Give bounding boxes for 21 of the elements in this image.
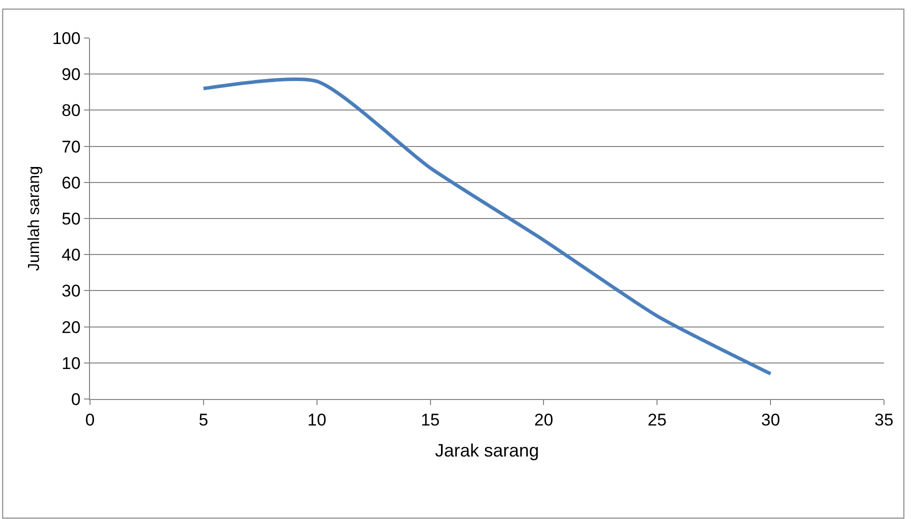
x-axis-title: Jarak sarang (434, 440, 540, 460)
y-tick-label: 20 (62, 318, 81, 337)
y-tick-label: 40 (62, 246, 81, 265)
y-tick-label: 60 (62, 173, 81, 192)
x-tick-label: 0 (85, 410, 95, 430)
x-tick-label: 35 (874, 410, 894, 430)
y-tick-label: 50 (62, 209, 81, 228)
x-tick-label: 20 (534, 410, 554, 430)
y-tick-label: 100 (52, 28, 81, 48)
x-tick-label: 5 (198, 410, 208, 430)
x-tick-label: 10 (307, 410, 326, 430)
y-tick-label: 80 (62, 101, 81, 120)
x-tick-label: 30 (761, 410, 780, 430)
y-tick-label: 10 (62, 354, 81, 373)
y-tick-label: 0 (71, 390, 81, 409)
y-tick-label: 90 (62, 65, 81, 84)
x-tick-label: 25 (648, 410, 667, 430)
y-tick-label: 30 (62, 282, 81, 301)
x-tick-label: 15 (420, 410, 440, 430)
y-tick-label: 70 (62, 137, 81, 156)
y-axis-title: Jumlah sarang (26, 166, 44, 271)
